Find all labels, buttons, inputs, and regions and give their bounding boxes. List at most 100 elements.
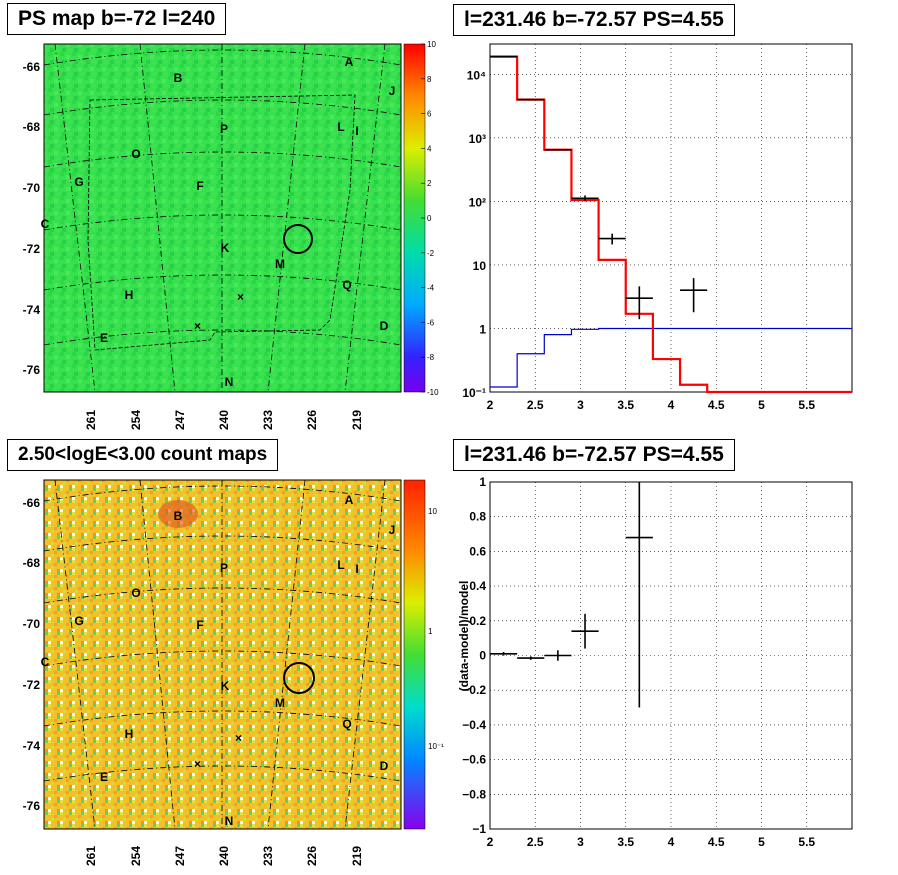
source-label-m: M xyxy=(275,696,285,710)
residual-title: l=231.46 b=-72.57 PS=4.55 xyxy=(453,439,735,471)
lon-tick-label: 247 xyxy=(173,846,187,866)
source-label-o: O xyxy=(131,147,140,161)
spectrum-series xyxy=(490,55,852,394)
x-tick-label: 4 xyxy=(668,398,675,412)
y-tick-label: −0.6 xyxy=(462,753,486,767)
colorbar-label: -8 xyxy=(427,353,435,362)
y-tick-label: 10² xyxy=(469,195,486,209)
lon-tick-label: 240 xyxy=(217,846,231,866)
ps-map-lat-ticks: -66 -68 -70 -72 -74 -76 xyxy=(23,60,41,377)
spectrum-frame xyxy=(489,43,853,393)
source-label-q: Q xyxy=(342,717,351,731)
x-tick-label: 4.5 xyxy=(708,835,725,849)
cross-mark-4: × xyxy=(194,757,201,771)
target-circle-counts xyxy=(283,662,315,694)
lon-tick-label: 247 xyxy=(173,410,187,430)
y-tick-label: −1 xyxy=(472,822,486,836)
count-map-lat-ticks: -66 -68 -70 -72 -74 -76 xyxy=(23,496,41,813)
ps-map-grid xyxy=(43,43,402,393)
target-circle xyxy=(283,224,313,254)
source-label-b: B xyxy=(174,71,183,85)
cross-mark-2: × xyxy=(194,319,201,333)
spectrum-tick-labels: 2 2.5 3 3.5 4 4.5 5 5.5 10⁻¹ 1 10 10² 10³ 10⁴ xyxy=(462,68,815,412)
source-label-a: A xyxy=(345,55,354,69)
x-tick-label: 2 xyxy=(487,398,494,412)
lat-tick-label: -66 xyxy=(23,60,41,74)
x-tick-label: 2.5 xyxy=(527,835,544,849)
lat-tick-label: -70 xyxy=(23,181,41,195)
residual-y-axis-label: (data-model)/model xyxy=(457,581,471,692)
count-colorbar-labels: 10 1 10⁻¹ xyxy=(428,507,444,751)
y-tick-label: 10⁴ xyxy=(467,68,486,82)
source-label-d: D xyxy=(380,759,389,773)
lat-tick-label: -70 xyxy=(23,617,41,631)
y-tick-label: −0.2 xyxy=(462,683,486,697)
lat-tick-label: -76 xyxy=(23,799,41,813)
colorbar-label: 8 xyxy=(427,75,432,84)
ps-colorbar-labels: 10 8 6 4 2 0 -2 -4 -6 -8 -10 xyxy=(421,40,439,397)
lat-tick-label: -68 xyxy=(23,120,41,134)
source-label-h: H xyxy=(125,288,134,302)
count-map-panel: × × A B J P L I O G F C K M H Q D E N -66 -68 -70 -72 -74 -76… xyxy=(23,479,444,866)
spectrum-title: l=231.46 b=-72.57 PS=4.55 xyxy=(453,4,735,36)
colorbar-label: -4 xyxy=(427,284,435,293)
colorbar-label: 2 xyxy=(427,179,432,188)
source-label-f: F xyxy=(196,618,203,632)
residual-series xyxy=(490,482,653,708)
y-tick-label: 0.6 xyxy=(469,544,486,558)
ps-map-area[interactable] xyxy=(43,43,402,393)
ps-map-lon-ticks: 261 254 247 240 233 226 219 xyxy=(84,410,364,430)
source-label-b: B xyxy=(174,509,183,523)
y-tick-label: 1 xyxy=(479,322,486,336)
lat-tick-label: -72 xyxy=(23,678,41,692)
count-map-source-labels: A B J P L I O G F C K M H Q D E N xyxy=(41,493,396,828)
colorbar-label: 10 xyxy=(428,507,437,516)
y-tick-label: 10 xyxy=(473,259,487,273)
count-map-area[interactable] xyxy=(43,479,402,830)
x-tick-label: 2.5 xyxy=(527,398,544,412)
source-label-a: A xyxy=(345,493,354,507)
source-label-o: O xyxy=(131,586,140,600)
x-tick-label: 3.5 xyxy=(617,398,634,412)
x-tick-label: 5 xyxy=(758,835,765,849)
source-label-i: I xyxy=(355,562,358,576)
colorbar-label: 0 xyxy=(427,214,432,223)
count-colorbar xyxy=(403,479,426,830)
source-label-h: H xyxy=(125,727,134,741)
x-tick-label: 3 xyxy=(577,398,584,412)
source-label-l: L xyxy=(337,558,344,572)
ps-map-source-labels: A B J P L I O G F C K M H Q D E N xyxy=(41,55,396,389)
source-label-l: L xyxy=(337,120,344,134)
ps-map-title: PS map b=-72 l=240 xyxy=(7,3,227,35)
x-tick-label: 5.5 xyxy=(798,398,815,412)
spectrum-chart: 2 2.5 3 3.5 4 4.5 5 5.5 10⁻¹ 1 10 10² 10³ 10⁴ xyxy=(462,43,853,412)
source-label-m: M xyxy=(275,257,285,271)
source-label-k: K xyxy=(221,241,230,255)
colorbar-label: -2 xyxy=(427,249,435,258)
y-tick-label: 0.8 xyxy=(469,510,486,524)
lat-tick-label: -74 xyxy=(23,739,41,753)
source-label-e: E xyxy=(100,331,108,345)
y-tick-label: 10³ xyxy=(469,132,486,146)
x-tick-label: 5 xyxy=(758,398,765,412)
lon-tick-label: 261 xyxy=(84,846,98,866)
x-tick-label: 3.5 xyxy=(617,835,634,849)
lon-tick-label: 254 xyxy=(129,846,143,866)
x-tick-label: 5.5 xyxy=(798,835,815,849)
x-tick-label: 4 xyxy=(668,835,675,849)
lon-tick-label: 226 xyxy=(305,410,319,430)
source-label-d: D xyxy=(380,319,389,333)
source-label-p: P xyxy=(220,561,228,575)
lon-tick-label: 240 xyxy=(217,410,231,430)
source-label-e: E xyxy=(100,770,108,784)
source-label-p: P xyxy=(220,122,228,136)
lat-tick-label: -74 xyxy=(23,303,41,317)
x-tick-label: 3 xyxy=(577,835,584,849)
colorbar-label: 4 xyxy=(427,144,432,153)
colorbar-label: -10 xyxy=(427,388,439,397)
cross-mark-1: × xyxy=(237,290,244,304)
colorbar-label: -6 xyxy=(427,318,435,327)
y-tick-label: −0.8 xyxy=(462,787,486,801)
lon-tick-label: 219 xyxy=(350,846,364,866)
